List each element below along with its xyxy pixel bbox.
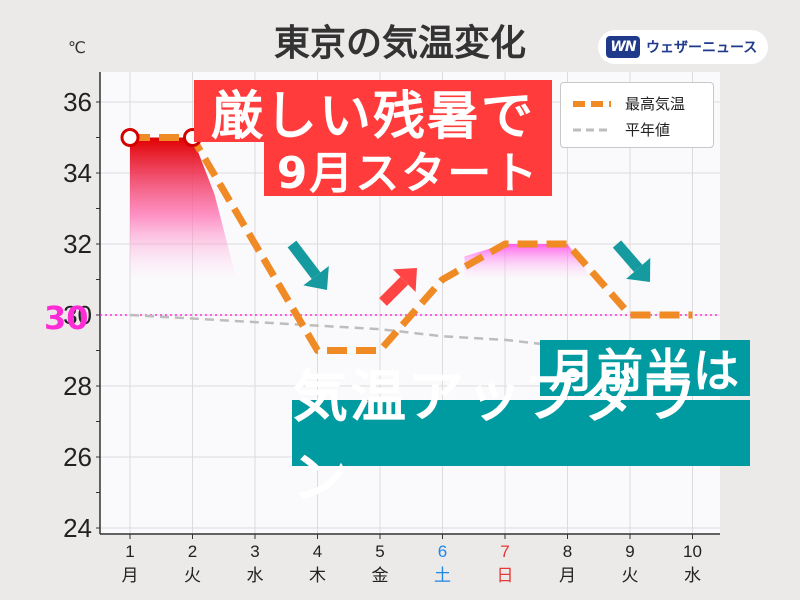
headline-banner-line2: 9月スタート: [264, 142, 552, 199]
max-temp-line: [130, 134, 693, 354]
x-tick-label-weekday: 火: [622, 566, 639, 586]
y-tick-label: 32: [63, 229, 92, 259]
x-tick-label-day: 5: [375, 542, 384, 561]
trend-arrows: [287, 240, 651, 306]
chart-title: 東京の気温変化: [273, 23, 526, 64]
x-tick-label-day: 10: [683, 542, 702, 561]
extreme-heat-fill: [130, 137, 237, 280]
x-tick-label-day: 9: [625, 542, 634, 561]
x-tick-label-weekday: 月: [122, 566, 139, 586]
y-tick-label: 26: [63, 442, 92, 472]
x-tick-label-weekday: 水: [247, 566, 264, 586]
y-tick-label: 34: [63, 158, 92, 188]
legend-label-normal: 平年値: [625, 121, 671, 139]
legend-item-normal: 平年値: [571, 119, 670, 140]
weathernews-logo: WN: [606, 36, 640, 58]
subhead-banner-line2: 気温アップダウン: [292, 365, 750, 511]
x-tick-label-weekday: 木: [309, 566, 326, 586]
axes: [96, 72, 720, 539]
legend-label-max-temp: 最高気温: [625, 95, 686, 113]
y-tick-label: 36: [63, 87, 92, 117]
up-arrow-icon: [379, 268, 417, 306]
x-tick-label-weekday: 水: [684, 566, 701, 586]
y-axis-labels: 24 26 28 30 32 34 36: [63, 87, 92, 543]
reference-value-label: 30: [44, 299, 89, 337]
x-axis-labels: 1 月 2 火 3 水 4 木 5 金 6 土 7 日 8 月 9 火 10 水: [122, 542, 702, 586]
brand-name: ウェザーニュース: [646, 40, 758, 56]
subhead-banner-line1: 月前半は: [540, 340, 750, 398]
x-tick-label-day: 1: [125, 542, 134, 561]
y-tick-label: 24: [63, 513, 92, 543]
down-arrow-icon: [287, 240, 329, 290]
x-tick-label-day: 8: [563, 542, 572, 561]
normal-temp-line: [129, 313, 568, 349]
y-tick-label: 30: [63, 300, 92, 330]
y-axis-unit: ℃: [68, 38, 86, 57]
x-tick-label-weekday: 金: [372, 566, 389, 586]
x-tick-label-weekday: 月: [559, 566, 576, 586]
x-tick-label-weekday: 土: [434, 566, 451, 586]
x-tick-label-day: 2: [188, 542, 197, 561]
headline-banner-line1: 厳しい残暑で: [194, 80, 552, 147]
legend-item-max-temp: 最高気温: [571, 93, 685, 114]
down-arrow-icon: [612, 240, 651, 282]
extreme-heat-marker: [120, 128, 140, 147]
y-tick-label: 28: [63, 371, 92, 401]
legend-swatch-normal: [573, 128, 611, 131]
legend-swatch-max-temp: [573, 100, 611, 107]
x-tick-label-weekday: 日: [497, 566, 514, 586]
x-tick-label-weekday: 火: [184, 566, 201, 586]
x-tick-label-day: 4: [313, 542, 322, 561]
weathernews-brand: WN ウェザーニュース: [598, 30, 768, 64]
x-tick-label-day: 7: [500, 542, 509, 561]
x-tick-label-day: 3: [250, 542, 259, 561]
legend: 最高気温 平年値: [560, 82, 714, 148]
x-tick-label-day: 6: [438, 542, 447, 561]
